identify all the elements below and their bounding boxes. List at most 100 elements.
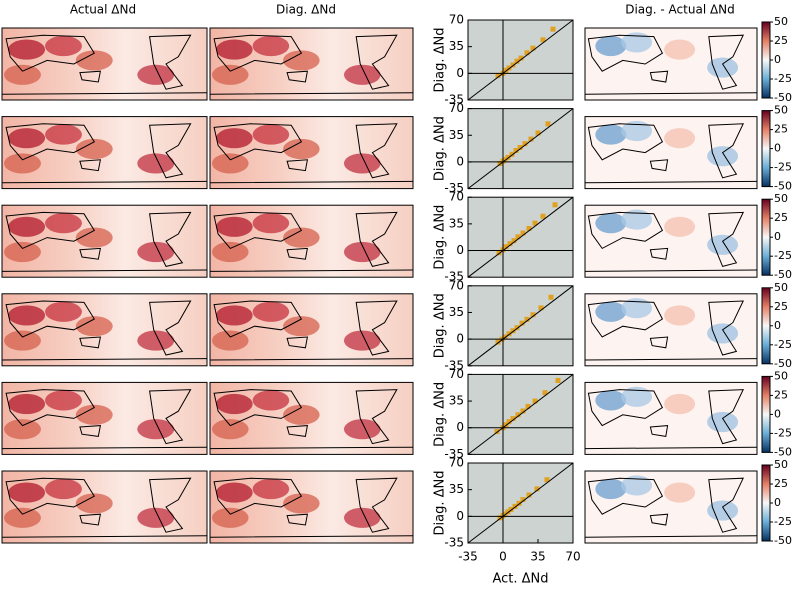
point bbox=[525, 403, 531, 409]
colorbar-tick-label: 25 bbox=[774, 123, 788, 136]
map-region bbox=[216, 305, 253, 326]
map-region bbox=[212, 419, 249, 440]
map-frame bbox=[584, 27, 758, 101]
point bbox=[510, 328, 516, 334]
y-tick-label: 70 bbox=[449, 190, 464, 204]
map-region bbox=[75, 227, 113, 248]
map-region bbox=[664, 128, 696, 149]
map-frame bbox=[209, 470, 414, 544]
diagonal bbox=[467, 374, 574, 455]
coastline bbox=[584, 477, 758, 538]
map-region bbox=[621, 32, 653, 53]
point bbox=[534, 486, 540, 492]
map-region bbox=[343, 419, 381, 440]
colorbar-tick-label: 0 bbox=[774, 407, 781, 420]
diagonal bbox=[467, 285, 574, 367]
map-region bbox=[8, 216, 46, 237]
point bbox=[516, 500, 522, 506]
map-region bbox=[621, 386, 653, 407]
point bbox=[520, 408, 526, 414]
coastline bbox=[1, 389, 208, 450]
map-region bbox=[707, 146, 739, 167]
y-tick-label: 0 bbox=[456, 243, 464, 257]
map-region bbox=[621, 209, 653, 230]
map-region bbox=[283, 227, 320, 248]
map-frame bbox=[1, 27, 208, 101]
y-tick-label: 35 bbox=[449, 128, 464, 142]
map-region bbox=[75, 316, 113, 337]
map-frame bbox=[584, 470, 758, 544]
point bbox=[503, 244, 509, 250]
map-region bbox=[75, 138, 113, 160]
plot-frame bbox=[467, 196, 574, 278]
map-region bbox=[283, 493, 320, 514]
y-tick-label: 35 bbox=[449, 39, 464, 53]
point bbox=[520, 230, 526, 236]
diagonal bbox=[467, 108, 574, 189]
point bbox=[530, 312, 536, 318]
point bbox=[524, 316, 530, 322]
plot-frame bbox=[467, 19, 574, 101]
map-region bbox=[4, 507, 41, 528]
map-region bbox=[283, 138, 320, 160]
map-region bbox=[252, 478, 290, 500]
y-axis-label: Diag. ΔNd bbox=[433, 382, 448, 447]
diagonal bbox=[467, 196, 574, 278]
y-tick-label: 0 bbox=[456, 154, 464, 168]
map-region bbox=[343, 507, 381, 528]
point bbox=[502, 511, 508, 517]
map-frame bbox=[209, 204, 414, 278]
coastline bbox=[584, 389, 758, 450]
column-title: Diag. ΔNd bbox=[276, 3, 336, 17]
point bbox=[510, 416, 516, 422]
map-region bbox=[252, 301, 290, 322]
colorbar-tick-label: 25 bbox=[774, 300, 788, 313]
colorbar-tick-label: -25 bbox=[774, 426, 792, 439]
map-region bbox=[343, 330, 381, 351]
map-frame bbox=[1, 381, 208, 455]
x-tick-label: 35 bbox=[530, 550, 545, 564]
point bbox=[518, 55, 524, 61]
map-region bbox=[4, 419, 41, 440]
map-frame bbox=[1, 470, 208, 544]
colorbar-tick-label: 25 bbox=[774, 477, 788, 490]
point bbox=[538, 305, 544, 311]
map-frame bbox=[584, 204, 758, 278]
map-region bbox=[252, 213, 290, 234]
map-region bbox=[8, 39, 46, 60]
plot-frame bbox=[467, 108, 574, 190]
point bbox=[552, 202, 558, 208]
point bbox=[505, 154, 511, 160]
point bbox=[503, 422, 509, 428]
colorbar-tick-label: -50 bbox=[774, 180, 792, 193]
map-region bbox=[75, 50, 113, 71]
y-tick-label: -35 bbox=[444, 536, 464, 550]
map-region bbox=[216, 482, 253, 503]
x-tick-label: -35 bbox=[458, 550, 478, 564]
map-region bbox=[595, 35, 627, 57]
map-region bbox=[595, 390, 627, 411]
point bbox=[506, 65, 512, 71]
map-region bbox=[283, 404, 320, 425]
colorbar-tick-label: 0 bbox=[774, 319, 781, 332]
point bbox=[540, 213, 546, 219]
colorbar-tick-label: 25 bbox=[774, 34, 788, 47]
map-region bbox=[621, 298, 653, 319]
point bbox=[532, 220, 538, 226]
map-region bbox=[4, 330, 41, 351]
colorbar bbox=[761, 21, 771, 99]
point bbox=[515, 412, 521, 418]
point bbox=[497, 160, 503, 166]
point bbox=[515, 234, 521, 240]
map-region bbox=[4, 153, 41, 174]
colorbar-tick-label: 25 bbox=[774, 211, 788, 224]
colorbar-tick-label: -50 bbox=[774, 91, 792, 104]
point bbox=[508, 506, 514, 512]
coastline bbox=[209, 477, 414, 538]
x-axis-label: Act. ΔNd bbox=[492, 572, 548, 587]
map-region bbox=[707, 234, 739, 255]
map-region bbox=[664, 39, 696, 60]
point bbox=[526, 225, 532, 231]
point bbox=[496, 250, 502, 256]
map-region bbox=[707, 411, 739, 433]
